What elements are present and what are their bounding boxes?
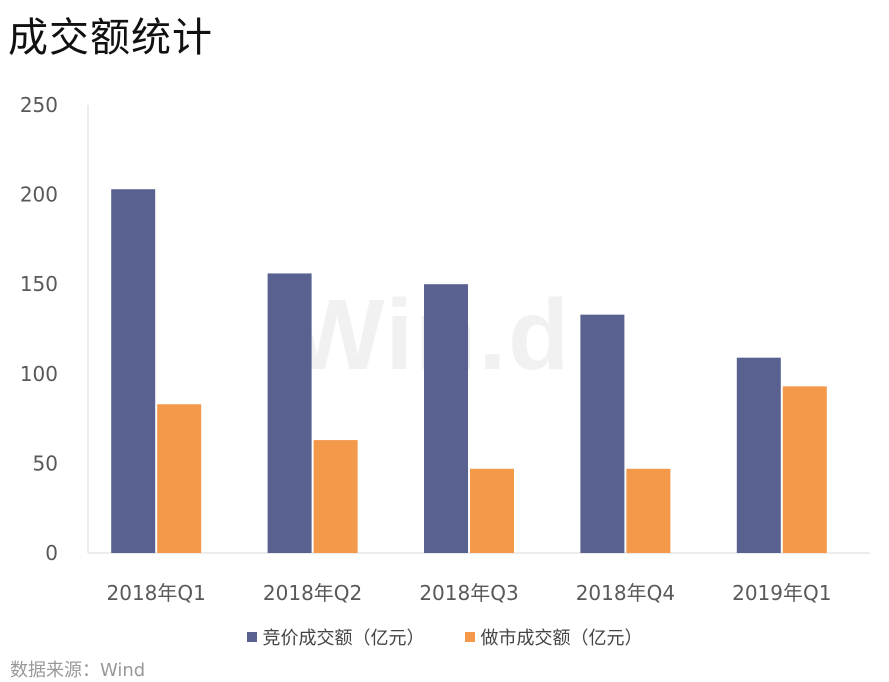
- bar-bidding: [111, 189, 156, 553]
- y-tick-label: 250: [20, 93, 58, 117]
- source-note: 数据来源：Wind: [10, 660, 146, 681]
- chart-title: 成交额统计: [8, 15, 213, 61]
- x-tick-label: 2018年Q4: [576, 581, 675, 605]
- x-tick-label: 2018年Q3: [419, 581, 518, 605]
- bar-market-making: [626, 468, 671, 553]
- legend-item-bidding: 竞价成交额（亿元）: [246, 624, 425, 650]
- bars: [111, 189, 827, 553]
- bar-market-making: [470, 468, 514, 553]
- legend-swatch-bidding: [246, 632, 257, 642]
- x-tick-label: 2018年Q1: [107, 581, 206, 605]
- x-tick-label: 2018年Q2: [263, 581, 362, 605]
- x-tick-label: 2019年Q1: [732, 581, 831, 605]
- legend-label-bidding: 竞价成交额（亿元）: [262, 628, 425, 649]
- bar-market-making: [157, 404, 202, 553]
- bar-bidding: [267, 273, 312, 553]
- y-axis-labels: 0 50 100 150 200 250: [20, 93, 58, 565]
- legend: 竞价成交额（亿元） 做市成交额（亿元）: [0, 624, 889, 650]
- y-tick-label: 50: [33, 451, 58, 475]
- bar-bidding: [580, 314, 625, 553]
- legend-swatch-market-making: [464, 632, 475, 642]
- y-tick-label: 0: [45, 541, 58, 565]
- bar-bidding: [424, 284, 468, 553]
- legend-label-market-making: 做市成交额（亿元）: [480, 628, 643, 649]
- legend-item-market-making: 做市成交额（亿元）: [464, 624, 643, 650]
- y-tick-label: 150: [20, 272, 58, 296]
- bar-bidding: [736, 357, 781, 553]
- bar-market-making: [313, 440, 358, 553]
- y-tick-label: 100: [20, 362, 58, 386]
- x-axis-labels: 2018年Q1 2018年Q2 2018年Q3 2018年Q4 2019年Q1: [107, 581, 832, 605]
- bar-market-making: [782, 386, 827, 553]
- y-tick-label: 200: [20, 183, 58, 207]
